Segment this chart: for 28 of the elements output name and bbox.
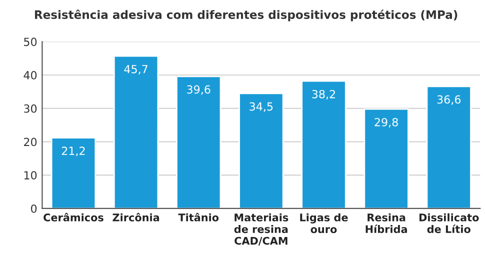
x-tick-label: Cerâmicos: [44, 212, 104, 222]
data-label: 36,6: [437, 95, 461, 105]
x-tick-label: Dissilicato de Lítio: [419, 213, 479, 234]
bar: [364, 108, 409, 208]
bar: [50, 137, 96, 208]
data-label: 45,7: [124, 65, 148, 74]
data-label: 38,2: [312, 90, 335, 100]
y-tick-label: 50: [24, 38, 37, 46]
bar: [176, 76, 222, 208]
bar: [113, 55, 159, 208]
data-label: 21,2: [62, 146, 85, 156]
data-label: 34,5: [250, 102, 273, 112]
y-tick-label: 10: [24, 171, 37, 180]
x-tick-label: Zircônia: [112, 212, 160, 222]
bar: [426, 86, 472, 208]
bar: [238, 92, 284, 208]
y-tick-label: 20: [24, 138, 37, 146]
x-tick-label: Materiais de resina CAD/CAM: [234, 213, 288, 246]
y-tick-label: 0: [30, 204, 37, 213]
x-tick-label: Resina Híbrida: [366, 213, 407, 234]
data-label: 39,6: [187, 85, 210, 95]
x-tick-label: Titânio: [178, 212, 219, 222]
bar: [301, 80, 346, 208]
chart-title: Resistência adesiva com diferentes dispositivos protéticos (MPa): [35, 10, 458, 22]
y-tick-label: 30: [24, 104, 37, 113]
y-tick-label: 40: [24, 71, 37, 80]
x-tick-label: Ligas de ouro: [300, 213, 348, 234]
data-label: 29,8: [374, 118, 398, 128]
